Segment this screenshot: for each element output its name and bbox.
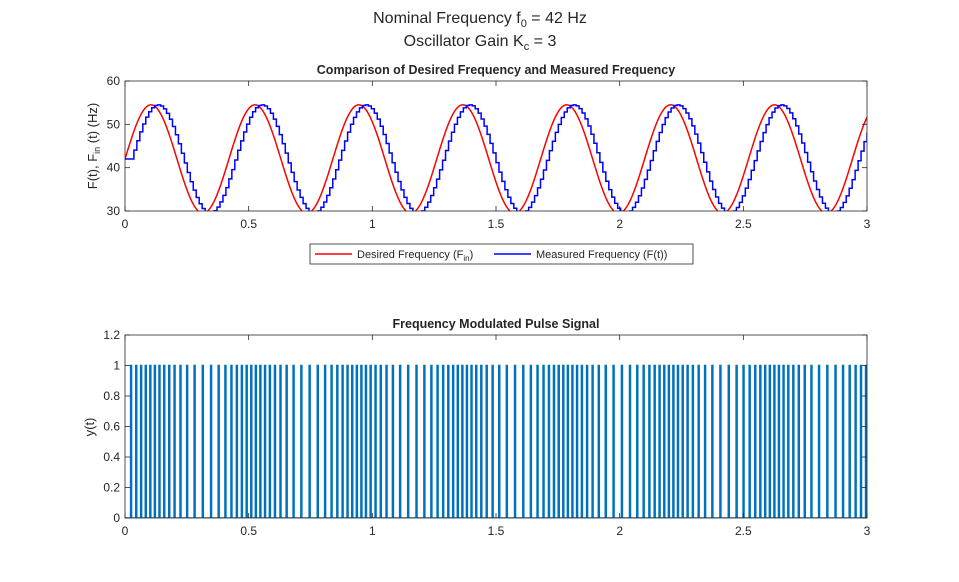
desired-frequency-line bbox=[125, 104, 867, 211]
pulse-signal-line bbox=[125, 364, 867, 518]
x-tick-label: 1.5 bbox=[488, 524, 505, 538]
plot-area bbox=[125, 104, 867, 211]
y-tick-label: 0.6 bbox=[103, 420, 120, 434]
x-tick-label: 0 bbox=[122, 524, 129, 538]
x-tick-label: 1 bbox=[369, 217, 376, 231]
figure-title-line1: Nominal Frequency f0 = 42 Hz bbox=[373, 10, 587, 30]
figure-title-line2: Oscillator Gain Kc = 3 bbox=[404, 33, 557, 53]
x-tick-label: 2.5 bbox=[735, 217, 752, 231]
x-tick-label: 3 bbox=[864, 524, 871, 538]
y-tick-label: 0.2 bbox=[103, 481, 120, 495]
y-tick-label: 1.2 bbox=[103, 328, 120, 342]
y-tick-label: 30 bbox=[107, 204, 121, 218]
top-y-axis-label: F(t), Fin (t) (Hz) bbox=[85, 103, 102, 189]
y-tick-label: 0.4 bbox=[103, 450, 120, 464]
bottom-y-axis-label: y(t) bbox=[82, 418, 97, 437]
x-tick-label: 2 bbox=[616, 524, 623, 538]
y-tick-label: 0.8 bbox=[103, 389, 120, 403]
x-tick-label: 0.5 bbox=[240, 524, 257, 538]
x-tick-label: 2.5 bbox=[735, 524, 752, 538]
legend-measured-label: Measured Frequency (F(t)) bbox=[536, 249, 667, 261]
x-tick-label: 2 bbox=[616, 217, 623, 231]
x-tick-label: 0.5 bbox=[240, 217, 257, 231]
y-tick-label: 60 bbox=[107, 74, 121, 88]
plot-area bbox=[125, 364, 867, 518]
legend-desired-label: Desired Frequency (Fin) bbox=[357, 249, 473, 263]
measured-frequency-line bbox=[125, 104, 867, 211]
y-tick-label: 0 bbox=[113, 511, 120, 525]
y-tick-label: 1 bbox=[113, 359, 120, 373]
bottom-axes-box bbox=[124, 334, 868, 519]
legend: Desired Frequency (Fin) Measured Frequen… bbox=[309, 243, 694, 265]
bottom-axes: 0 0.5 1 1.5 2 2.5 3 0 0.2 0.4 0.6 0.8 1 1.2 bbox=[103, 328, 870, 538]
x-tick-label: 3 bbox=[864, 217, 871, 231]
top-chart-title: Comparison of Desired Frequency and Meas… bbox=[317, 63, 675, 77]
bottom-chart-title: Frequency Modulated Pulse Signal bbox=[393, 317, 600, 331]
top-axes-box bbox=[124, 80, 868, 212]
x-tick-label: 0 bbox=[122, 217, 129, 231]
y-tick-label: 40 bbox=[107, 161, 121, 175]
x-tick-label: 1 bbox=[369, 524, 376, 538]
y-tick-label: 50 bbox=[107, 117, 121, 131]
top-axes: 0 0.5 1 1.5 2 2.5 3 30 40 50 60 bbox=[107, 74, 871, 231]
x-tick-label: 1.5 bbox=[488, 217, 505, 231]
